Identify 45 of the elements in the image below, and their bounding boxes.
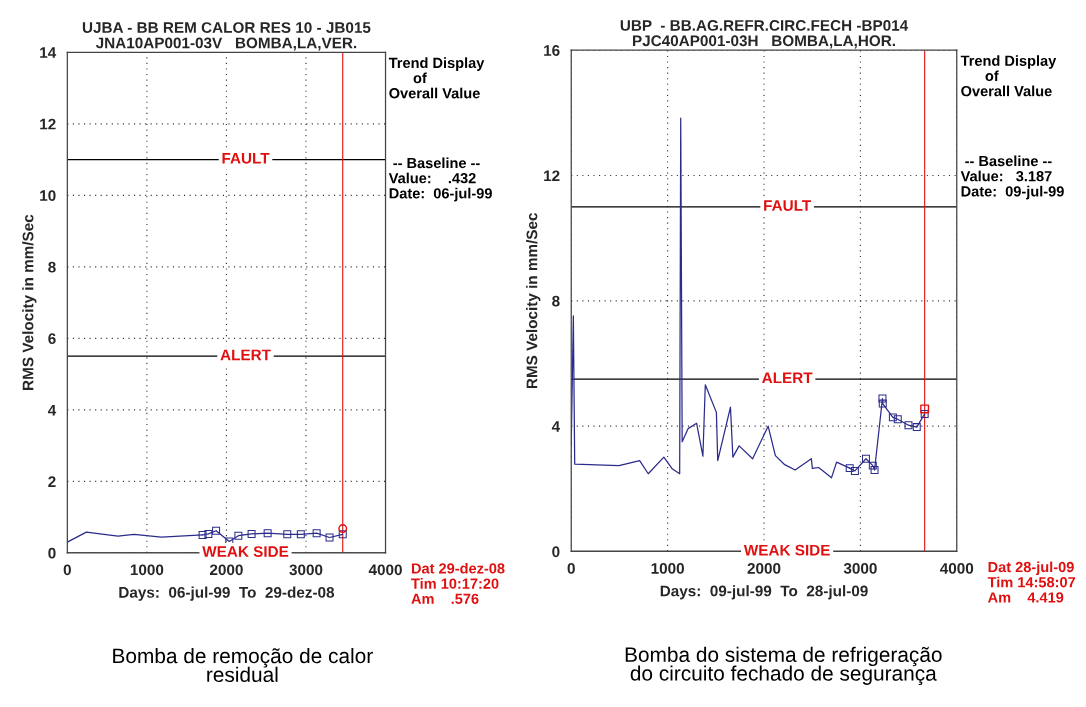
chart-title: UBP - BB.AG.REFR.CIRC.FECH -BP014 [620, 20, 909, 31]
text: -- Baseline -- Value: .432 Date: 06-jul-99 [388, 157, 492, 202]
chart-subtitle: PJC40AP001-03H BOMBA,LA,HOR. [633, 35, 895, 49]
y-axis-title: RMS Velocity in mm/Sec [526, 212, 541, 389]
x-axis-title: Days: 09-jul-99 To 28-jul-09 [660, 585, 868, 600]
chart-title: UJBA - BB REM CALOR RES 10 - JB015 [82, 22, 371, 33]
ref-line-label: ALERT [220, 349, 271, 361]
x-tick-label: 0 [63, 564, 71, 576]
x-tick-label: 3000 [289, 564, 323, 576]
ref-line-label: FAULT [764, 200, 812, 211]
text: Dat 29-dez-08 Tim 10:17:20 Am .576 [411, 562, 505, 604]
y-tick-label: 6 [48, 333, 56, 345]
text: -- Baseline -- Value: 3.187 Date: 09-jul-99 [960, 155, 1064, 200]
x-tick-label: 1000 [130, 564, 164, 576]
ref-line-label: WEAK SIDE [743, 544, 830, 556]
ref-line-label: WEAK SIDE [202, 546, 289, 557]
y-axis-title: RMS Velocity in mm/Sec [22, 214, 37, 390]
text: Bomba do sistema de refrigeração do circuito fechado de segurança [625, 646, 942, 685]
ref-line-label: FAULT [222, 153, 270, 164]
x-tick-label: 4000 [368, 564, 402, 576]
y-tick-label: 8 [48, 261, 56, 273]
x-tick-label: 1000 [651, 562, 684, 574]
x-tick-label: 2000 [209, 564, 243, 576]
y-tick-label: 2 [48, 476, 56, 487]
text: Trend Display of Overall Value [388, 57, 485, 99]
y-tick-label: 0 [552, 546, 560, 558]
y-tick-label: 4 [47, 404, 57, 416]
y-tick-label: 8 [552, 295, 560, 307]
y-tick-label: 16 [544, 45, 560, 56]
x-tick-label: 2000 [747, 562, 781, 574]
y-tick-label: 10 [40, 190, 56, 202]
y-tick-label: 12 [544, 170, 560, 182]
x-tick-label: 0 [567, 562, 575, 574]
chart-subtitle: JNA10AP001-03V BOMBA,LA,VER. [95, 37, 357, 51]
x-tick-label: 3000 [843, 562, 877, 574]
y-tick-label: 12 [40, 118, 56, 130]
y-tick-label: 4 [551, 421, 561, 432]
text: Dat 28-jul-09 Tim 14:58:07 Am 4.419 [987, 561, 1076, 603]
x-tick-label: 4000 [940, 562, 974, 574]
text: Bomba de remoção de calor residual [113, 647, 373, 683]
y-tick-label: 14 [40, 47, 57, 58]
y-tick-label: 0 [48, 547, 56, 559]
x-axis-title: Days: 06-jul-99 To 29-dez-08 [119, 586, 335, 601]
ref-line-label: ALERT [762, 372, 813, 384]
text: Trend Display of Overall Value [960, 55, 1057, 97]
